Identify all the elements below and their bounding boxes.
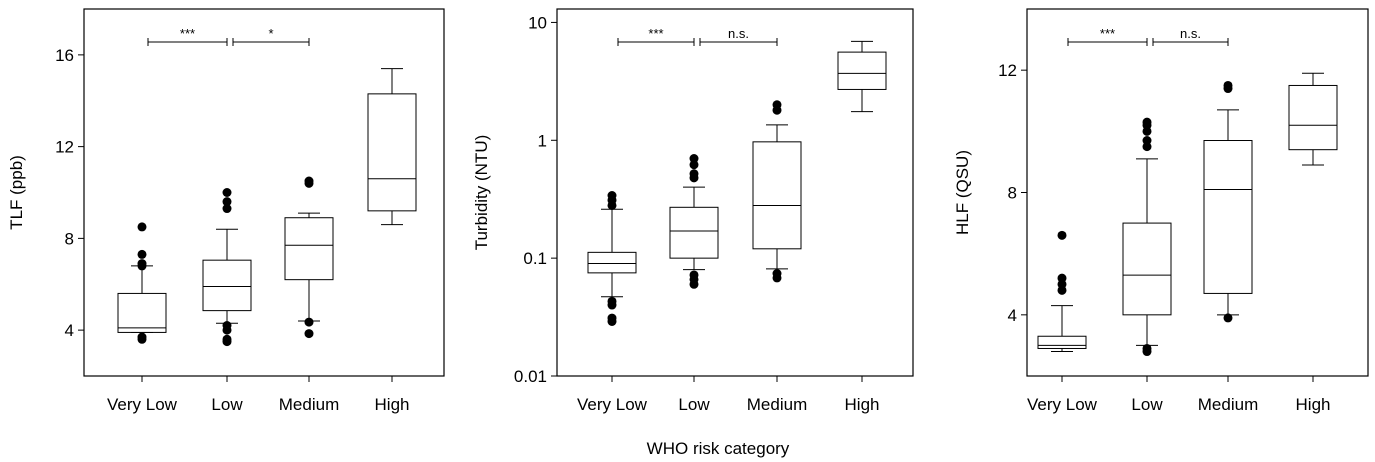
outlier-point <box>137 259 147 269</box>
significance-label: *** <box>180 26 195 41</box>
x-tick-label: Very Low <box>1027 395 1098 414</box>
significance-bracket: * <box>232 26 310 46</box>
box-high <box>367 68 417 226</box>
box-very-low <box>587 191 637 327</box>
y-tick-label: 4 <box>65 321 74 340</box>
outlier-point <box>689 160 699 170</box>
x-tick-label: High <box>375 395 410 414</box>
y-axis-label: TLF (ppb) <box>7 155 26 230</box>
box-body <box>669 206 719 259</box>
y-tick-label: 16 <box>55 46 74 65</box>
significance-bracket: *** <box>617 26 695 46</box>
outlier-point <box>1142 117 1152 127</box>
box-body <box>284 217 334 281</box>
significance-bracket: n.s. <box>1152 26 1229 46</box>
box-body <box>1037 335 1087 349</box>
y-tick-label: 12 <box>998 61 1017 80</box>
outlier-point <box>222 188 232 197</box>
x-tick-label: Very Low <box>577 395 648 414</box>
x-tick-label: Medium <box>279 395 339 414</box>
outlier-point <box>137 332 147 342</box>
x-tick-label: High <box>1296 395 1331 414</box>
significance-bracket: *** <box>147 26 228 46</box>
box-medium <box>752 100 802 283</box>
outlier-point <box>304 176 314 186</box>
outlier-point <box>222 321 232 331</box>
y-axis-label: Turbidity (NTU) <box>472 135 491 251</box>
significance-label: n.s. <box>728 26 749 41</box>
y-tick-label: 0.1 <box>523 249 547 268</box>
significance-label: n.s. <box>1180 26 1201 41</box>
y-tick-label: 12 <box>55 138 74 157</box>
outlier-point <box>1057 230 1067 240</box>
box-body <box>202 259 252 312</box>
x-tick-label: Medium <box>1198 395 1258 414</box>
outlier-point <box>689 270 699 280</box>
y-tick-label: 0.01 <box>514 367 547 386</box>
chart-panel-2: 0.01 0.1 1 10 Turbidity (NTU) Very Low Low Medi… <box>472 8 914 414</box>
outlier-point <box>772 100 782 110</box>
significance-bracket: *** <box>1067 26 1148 46</box>
plot-frame <box>556 8 914 377</box>
y-tick-label: 10 <box>528 13 547 32</box>
outlier-point <box>137 249 147 259</box>
box-very-low <box>1037 230 1087 353</box>
outlier-point <box>772 269 782 279</box>
plot-frame <box>1026 8 1369 377</box>
box-low <box>202 188 252 347</box>
outlier-point <box>607 313 617 323</box>
box-body <box>752 141 802 250</box>
outlier-point <box>1142 136 1152 146</box>
significance-label: *** <box>1100 26 1115 41</box>
significance-bracket: n.s. <box>699 26 778 46</box>
box-medium <box>284 176 334 339</box>
x-axis-title: WHO risk category <box>647 439 790 458</box>
outlier-point <box>689 169 699 179</box>
outlier-point <box>1057 273 1067 283</box>
y-tick-label: 1 <box>538 131 547 150</box>
outlier-point <box>607 191 617 201</box>
box-medium <box>1203 80 1253 323</box>
outlier-point <box>222 334 232 344</box>
box-low <box>1122 117 1172 357</box>
x-tick-label: High <box>845 395 880 414</box>
outlier-point <box>304 329 314 339</box>
box-high <box>1288 72 1338 166</box>
outlier-point <box>222 197 232 207</box>
outlier-point <box>304 317 314 327</box>
outlier-point <box>607 296 617 306</box>
y-tick-label: 8 <box>65 229 74 248</box>
box-low <box>669 154 719 289</box>
significance-label: * <box>268 26 273 41</box>
box-body <box>1288 84 1338 151</box>
y-tick-label: 8 <box>1008 184 1017 203</box>
y-axis-label: HLF (QSU) <box>953 150 972 235</box>
significance-label: *** <box>648 26 663 41</box>
box-very-low <box>117 222 167 344</box>
x-tick-label: Very Low <box>107 395 178 414</box>
box-body <box>837 51 887 90</box>
box-body <box>117 292 167 333</box>
box-body <box>1122 222 1172 316</box>
outlier-point <box>222 204 232 214</box>
box-body <box>1203 140 1253 294</box>
y-tick-label: 4 <box>1008 306 1017 325</box>
outlier-point <box>137 222 147 232</box>
x-tick-label: Medium <box>747 395 807 414</box>
plot-frame <box>83 8 445 377</box>
outlier-point <box>1142 343 1152 353</box>
outlier-point <box>1223 80 1233 90</box>
chart-panel-3: 4 8 12 HLF (QSU) Very Low Low Medium High *** n.s… <box>953 8 1369 414</box>
outlier-point <box>689 154 699 164</box>
box-body <box>587 251 637 274</box>
box-body <box>367 93 417 212</box>
outlier-point <box>1223 313 1233 323</box>
x-tick-label: Low <box>1131 395 1163 414</box>
box-high <box>837 40 887 113</box>
x-tick-label: Low <box>678 395 710 414</box>
x-tick-label: Low <box>211 395 243 414</box>
